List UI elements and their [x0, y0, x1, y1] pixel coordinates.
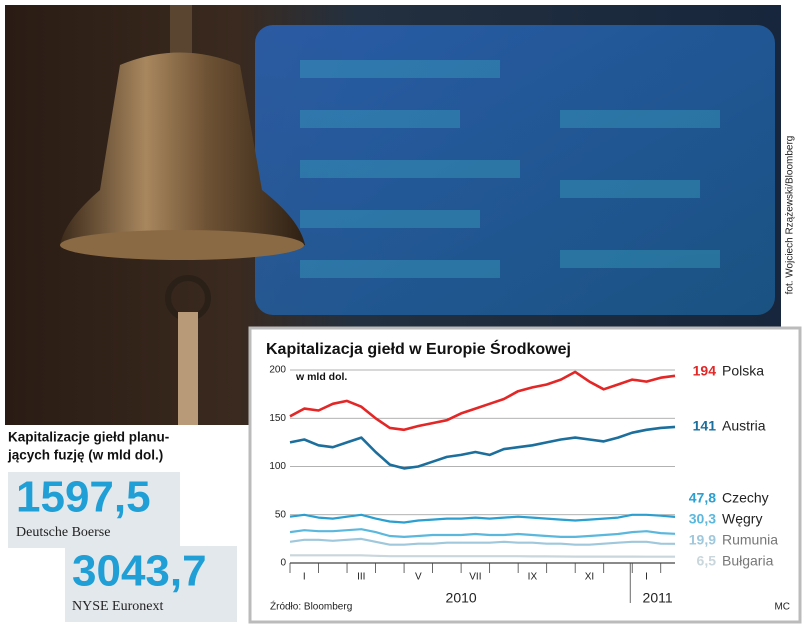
- year-label: 2010: [446, 590, 477, 606]
- chart-title: Kapitalizacja giełd w Europie Środkowej: [266, 339, 571, 358]
- end-value-label: 19,9: [689, 532, 716, 548]
- series-line: [289, 528, 676, 538]
- stat-label: Deutsche Boerse: [16, 525, 110, 540]
- stat-value: 3043,7: [72, 547, 207, 596]
- stat-value: 1597,5: [16, 473, 151, 522]
- source: Źródło: Bloomberg: [270, 600, 352, 613]
- end-value-label: 194: [693, 363, 717, 379]
- series-line: [289, 513, 676, 524]
- stat-label: NYSE Euronext: [72, 599, 163, 614]
- unit-label: w mld dol.: [295, 371, 347, 383]
- y-tick-label: 100: [269, 461, 286, 472]
- y-tick-label: 50: [275, 509, 287, 520]
- panel-title: jących fuzję (w mld dol.): [7, 448, 163, 463]
- year-label: 2011: [643, 590, 673, 606]
- left-panel: Kapitalizacje giełd planu- jących fuzję …: [7, 430, 237, 622]
- series-line: [289, 537, 676, 546]
- x-tick-label: III: [357, 572, 365, 583]
- legend-label: Bułgaria: [722, 553, 774, 569]
- stat-box: [8, 472, 180, 548]
- x-tick-label: XI: [585, 572, 594, 583]
- legend-label: Polska: [722, 363, 764, 379]
- y-tick-label: 200: [269, 365, 286, 376]
- x-tick-label: V: [415, 572, 422, 583]
- series-line: [289, 370, 676, 432]
- x-tick-label: IX: [528, 572, 538, 583]
- series-line: [289, 425, 676, 470]
- photo-credit: fot. Wojciech Rzążewski/Bloomberg: [785, 136, 796, 295]
- y-tick-label: 150: [269, 413, 286, 424]
- series-line: [290, 554, 675, 558]
- end-value-label: 141: [693, 418, 717, 434]
- y-tick-label: 0: [280, 558, 286, 569]
- x-tick-label: I: [303, 572, 306, 583]
- legend-label: Czechy: [722, 490, 769, 506]
- x-tick-label: VII: [469, 572, 481, 583]
- end-value-label: 6,5: [697, 553, 717, 569]
- chart: Kapitalizacja giełd w Europie Środkowej …: [248, 326, 802, 624]
- author: MC: [774, 602, 790, 613]
- legend-label: Węgry: [722, 511, 762, 527]
- end-value-label: 47,8: [689, 490, 716, 506]
- stat-box: [65, 546, 237, 622]
- end-value-label: 30,3: [689, 511, 716, 527]
- photo: fot. Wojciech Rzążewski/Bloomberg: [5, 5, 796, 425]
- x-tick-label: I: [645, 572, 648, 583]
- panel-title: Kapitalizacje giełd planu-: [8, 430, 169, 445]
- legend-label: Austria: [722, 418, 766, 434]
- legend-label: Rumunia: [722, 532, 778, 548]
